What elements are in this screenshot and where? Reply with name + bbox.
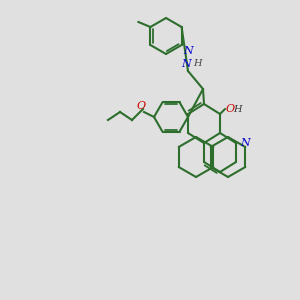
Text: O: O [136,101,146,111]
Text: O: O [226,104,235,114]
Text: H: H [193,59,202,68]
Text: H: H [233,104,242,113]
Text: N: N [181,59,191,69]
Text: N: N [184,46,193,56]
Text: N: N [240,138,250,148]
